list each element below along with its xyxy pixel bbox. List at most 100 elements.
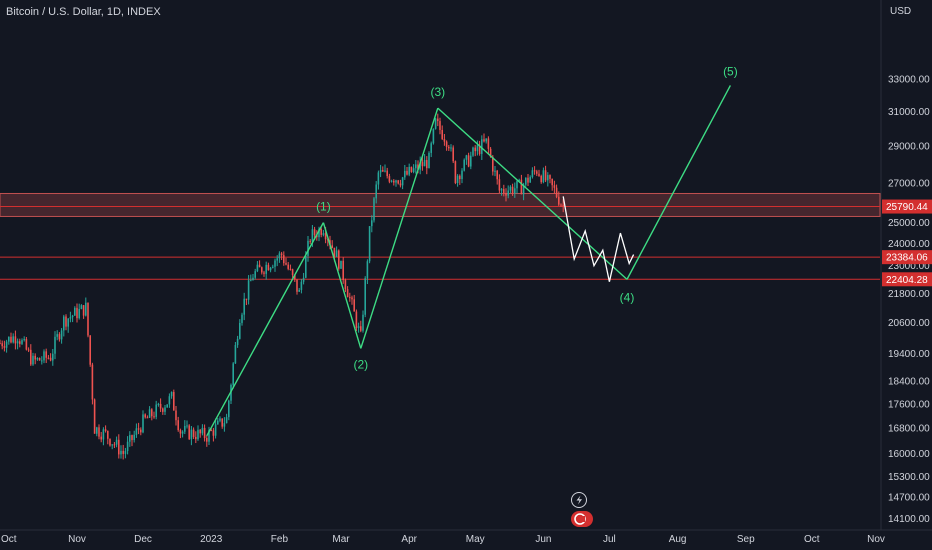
candle-down (342, 260, 344, 281)
candle-up (78, 309, 80, 319)
candle-down (320, 228, 322, 235)
candle-down (294, 274, 296, 280)
candle-up (412, 168, 415, 173)
y-tick-label: 18400.00 (888, 377, 930, 388)
y-tick-label: 19400.00 (888, 349, 930, 360)
candle-up (52, 353, 54, 361)
candle-up (298, 289, 300, 292)
candle-down (263, 272, 265, 274)
candle-down (82, 305, 85, 316)
candle-down (382, 170, 384, 172)
candle-down (527, 177, 529, 183)
candle-down (1, 343, 3, 347)
candle-down (540, 175, 542, 183)
candle-down (179, 430, 182, 434)
candle-up (364, 278, 366, 315)
candle-down (87, 302, 89, 336)
candle-down (459, 175, 461, 180)
candle-up (373, 198, 375, 221)
candle-down (245, 298, 248, 300)
candle-down (353, 299, 355, 312)
candle-down (203, 427, 206, 438)
candle-up (509, 186, 512, 191)
candle-up (274, 260, 276, 267)
candle-up (225, 417, 228, 424)
candle-down (221, 418, 223, 427)
level-badge (882, 199, 932, 214)
wave-label: (3) (430, 85, 445, 99)
candle-down (441, 129, 443, 140)
wave-segment (437, 107, 628, 280)
candle-down (399, 183, 402, 186)
candle-down (76, 307, 78, 319)
candlestick-series (0, 113, 564, 460)
candle-down (25, 339, 28, 350)
candle-down (331, 245, 333, 248)
candle-up (120, 450, 122, 455)
level-badge-label: 25790.44 (886, 202, 928, 213)
candle-up (525, 177, 527, 185)
y-tick-label: 31000.00 (888, 107, 930, 118)
candle-up (318, 228, 320, 238)
y-tick-label: 21800.00 (888, 289, 930, 300)
candle-down (0, 343, 1, 345)
candle-up (69, 317, 72, 319)
projection-polyline (562, 196, 635, 282)
candle-up (362, 314, 364, 331)
x-tick-label: Feb (271, 534, 289, 545)
candle-down (478, 145, 481, 154)
magnet-icon[interactable] (571, 511, 593, 527)
candle-down (3, 346, 6, 348)
price-axis[interactable]: 14100.00 14700.00 15300.00 16000.00 16800.00… (888, 75, 930, 525)
candle-up (133, 434, 135, 441)
candle-down (393, 180, 395, 183)
candle-down (536, 171, 538, 174)
candle-down (192, 429, 195, 437)
time-axis[interactable]: Oct Nov Dec 2023 Feb Mar Apr May Jun Jul Aug Sep Oct… (1, 534, 885, 545)
candle-down (544, 170, 547, 181)
candle-up (485, 138, 487, 142)
candle-up (23, 339, 25, 341)
candle-up (450, 147, 452, 149)
candle-up (272, 266, 274, 268)
candle-up (208, 430, 210, 442)
candle-down (443, 139, 446, 142)
candle-down (289, 268, 292, 270)
wave-label: (1) (316, 200, 331, 214)
candle-down (151, 409, 153, 417)
wave-segment (322, 222, 362, 349)
candle-down (333, 247, 336, 257)
candle-up (340, 260, 342, 269)
candle-down (199, 429, 201, 434)
candle-down (122, 450, 124, 454)
candle-down (153, 416, 155, 418)
candle-down (421, 162, 424, 167)
candle-up (241, 314, 243, 323)
candle-up (239, 322, 241, 339)
candle-down (388, 176, 391, 182)
y-tick-label: 20600.00 (888, 318, 930, 329)
candle-up (157, 403, 160, 405)
candle-down (560, 204, 562, 206)
y-tick-label: 23000.00 (888, 261, 930, 272)
candle-down (467, 155, 470, 167)
candle-down (195, 436, 197, 440)
candle-up (129, 435, 131, 442)
candle-down (474, 147, 476, 152)
candle-down (47, 357, 50, 359)
candle-up (5, 341, 8, 348)
candle-down (159, 403, 162, 409)
candle-down (551, 178, 553, 186)
candle-down (344, 280, 347, 290)
candle-down (439, 121, 441, 130)
candle-up (214, 424, 217, 436)
candle-up (375, 184, 377, 199)
candle-down (291, 269, 294, 275)
candle-down (511, 186, 514, 194)
candle-down (146, 417, 149, 419)
candle-up (250, 280, 252, 282)
candle-down (210, 430, 212, 432)
replay-bolt-icon[interactable] (571, 492, 587, 508)
candle-down (397, 180, 399, 184)
